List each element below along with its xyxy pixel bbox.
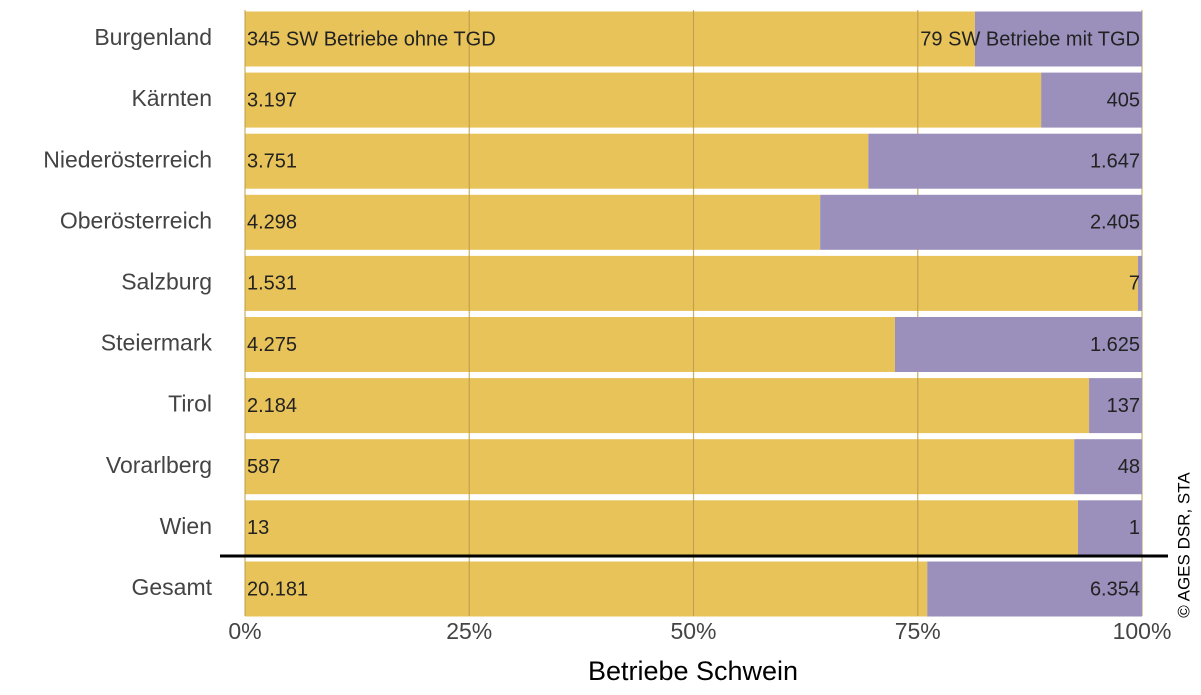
value-label: 137 bbox=[1107, 395, 1140, 417]
x-axis-label: Betriebe Schwein bbox=[588, 656, 798, 686]
bar-segment bbox=[245, 255, 1138, 311]
value-label: 1.531 bbox=[247, 273, 297, 295]
y-tick-label: Oberösterreich bbox=[60, 207, 212, 233]
value-label: 3.751 bbox=[247, 150, 297, 172]
value-label: 20.181 bbox=[247, 578, 308, 600]
value-label: 1 bbox=[1129, 517, 1140, 539]
bar-segment bbox=[245, 500, 1078, 556]
y-tick-label: Tirol bbox=[168, 391, 212, 417]
value-label: 3.197 bbox=[247, 89, 297, 111]
y-tick-label: Kärnten bbox=[131, 85, 212, 111]
y-tick-label: Salzburg bbox=[121, 268, 212, 294]
bar-segment bbox=[974, 11, 1142, 67]
value-label: 7 bbox=[1129, 273, 1140, 295]
bar-segment bbox=[245, 439, 1075, 495]
value-label: 587 bbox=[247, 456, 280, 478]
bar-segment bbox=[245, 133, 869, 189]
bar-segment bbox=[245, 317, 895, 372]
value-label: 4.298 bbox=[247, 212, 297, 234]
value-label: 13 bbox=[247, 517, 269, 539]
bar-segment bbox=[927, 561, 1142, 617]
value-label: 345 SW Betriebe ohne TGD bbox=[247, 28, 496, 50]
y-tick-label: Burgenland bbox=[94, 24, 212, 50]
bar-segment bbox=[1074, 439, 1142, 495]
bar-segment bbox=[245, 561, 928, 617]
x-tick-label: 0% bbox=[228, 618, 261, 644]
source: © AGES DSR, STA bbox=[1174, 472, 1193, 618]
bar-segment bbox=[868, 133, 1142, 189]
bar-segment bbox=[245, 194, 821, 250]
value-label: 2.184 bbox=[247, 395, 297, 417]
x-tick-label: 100% bbox=[1113, 618, 1172, 644]
y-tick-label: Wien bbox=[160, 513, 212, 539]
y-tick-label: Gesamt bbox=[131, 574, 212, 600]
value-label: 1.625 bbox=[1090, 334, 1140, 356]
bar-segment bbox=[820, 194, 1142, 250]
value-label: 79 SW Betriebe mit TGD bbox=[920, 28, 1140, 50]
bar-segment bbox=[1077, 500, 1142, 556]
bar-segment bbox=[1089, 378, 1142, 434]
bar-segment bbox=[1041, 72, 1142, 128]
value-label: 405 bbox=[1107, 89, 1140, 111]
bar-segment bbox=[1137, 255, 1142, 311]
value-label: 6.354 bbox=[1090, 578, 1140, 600]
bar-segment bbox=[245, 72, 1042, 128]
bar-segment bbox=[245, 378, 1090, 434]
x-tick-label: 75% bbox=[895, 618, 941, 644]
y-tick-label: Niederösterreich bbox=[43, 146, 212, 172]
x-tick-label: 50% bbox=[670, 618, 716, 644]
value-label: 48 bbox=[1118, 456, 1140, 478]
y-tick-label: Steiermark bbox=[101, 330, 213, 356]
value-label: 1.647 bbox=[1090, 150, 1140, 172]
value-label: 2.405 bbox=[1090, 212, 1140, 234]
y-tick-label: Vorarlberg bbox=[106, 452, 212, 478]
value-label: 4.275 bbox=[247, 334, 297, 356]
bar-segment bbox=[894, 317, 1142, 372]
x-tick-label: 25% bbox=[446, 618, 492, 644]
bar-segment bbox=[245, 11, 975, 67]
